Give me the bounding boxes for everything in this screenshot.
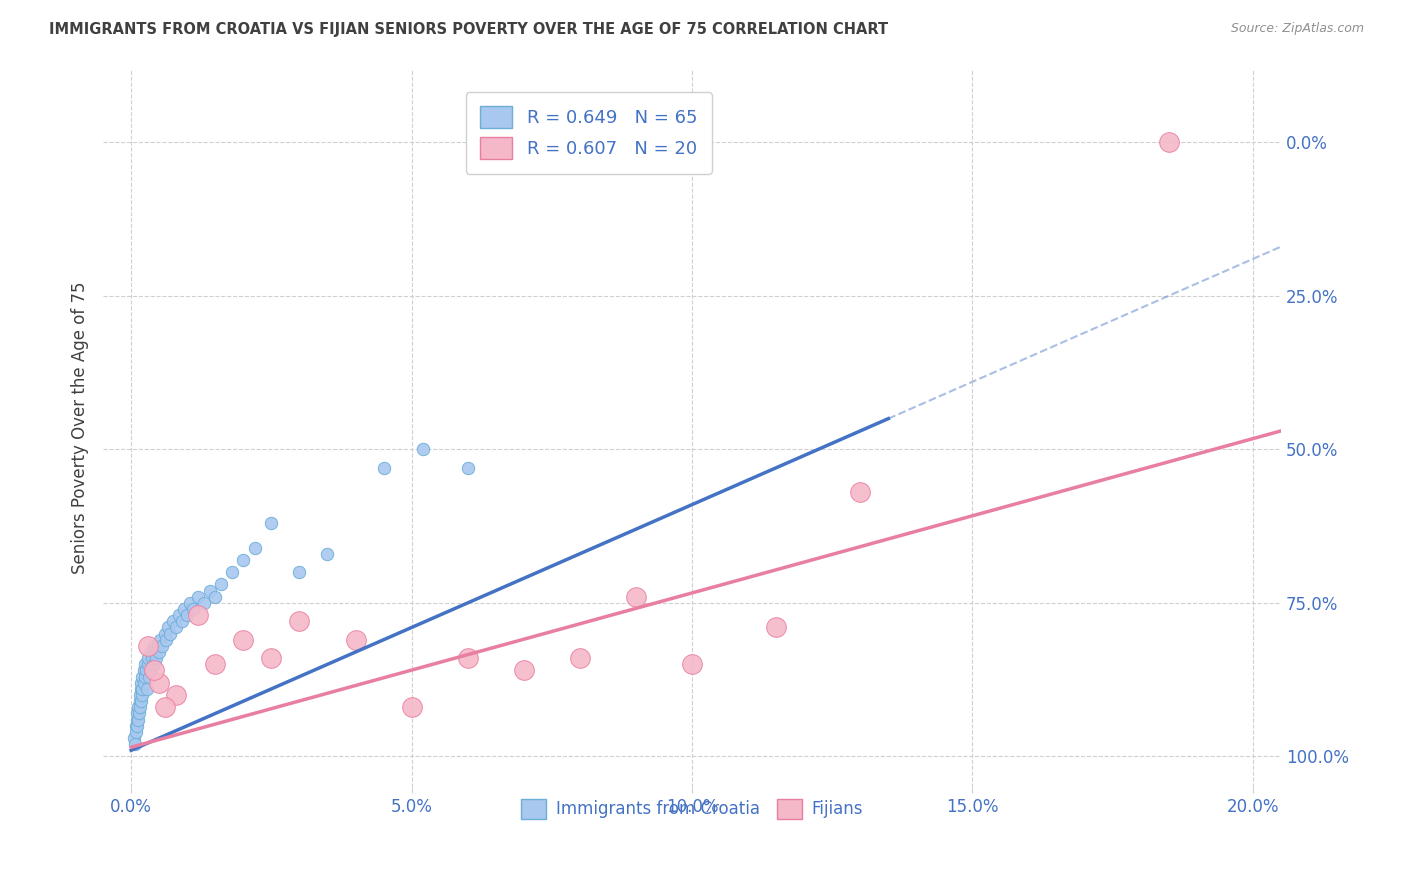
Point [128,688,150,702]
Point [373,460,395,475]
Point [412,442,434,457]
Text: IMMIGRANTS FROM CROATIA VS FIJIAN SENIORS POVERTY OVER THE AGE OF 75 CORRELATION: IMMIGRANTS FROM CROATIA VS FIJIAN SENIOR… [49,22,889,37]
Point [187,608,209,623]
Text: Source: ZipAtlas.com: Source: ZipAtlas.com [1230,22,1364,36]
Point [122,731,145,745]
Point [181,602,204,616]
Point [136,651,159,665]
Point [131,670,153,684]
Point [148,645,170,659]
Point [136,639,159,653]
Point [132,675,155,690]
Point [139,664,162,678]
Point [127,713,149,727]
Point [153,626,176,640]
Point [148,675,170,690]
Point [765,620,787,634]
Point [125,713,148,727]
Point [129,694,152,708]
Point [134,657,156,672]
Point [132,664,155,678]
Point [138,670,160,684]
Point [155,632,177,647]
Point [513,664,536,678]
Point [849,485,872,500]
Point [681,657,703,672]
Point [209,577,232,591]
Point [153,700,176,714]
Point [401,700,423,714]
Point [173,602,195,616]
Point [129,681,152,696]
Point [179,596,201,610]
Point [221,565,243,579]
Point [167,608,190,623]
Point [288,615,311,629]
Point [170,615,193,629]
Point [131,681,153,696]
Point [165,688,187,702]
Point [193,596,215,610]
Point [142,657,165,672]
Point [135,664,157,678]
Point [135,681,157,696]
Point [129,675,152,690]
Point [141,651,163,665]
Point [142,639,165,653]
Point [139,645,162,659]
Point [204,657,226,672]
Point [125,706,148,721]
Point [125,725,148,739]
Point [127,719,149,733]
Point [124,719,146,733]
Point [568,651,591,665]
Point [187,590,209,604]
Point [1157,135,1180,149]
Y-axis label: Seniors Poverty Over the Age of 75: Seniors Poverty Over the Age of 75 [72,282,89,574]
Point [124,737,146,751]
Point [232,553,254,567]
Point [127,700,149,714]
Legend: Immigrants from Croatia, Fijians: Immigrants from Croatia, Fijians [515,792,870,826]
Point [162,615,184,629]
Point [128,694,150,708]
Point [243,541,266,555]
Point [204,590,226,604]
Point [344,632,367,647]
Point [128,706,150,721]
Point [145,651,167,665]
Point [143,645,166,659]
Point [149,632,172,647]
Point [142,664,165,678]
Point [260,651,283,665]
Point [150,639,173,653]
Point [457,460,479,475]
Point [198,583,221,598]
Point [165,620,187,634]
Point [316,547,339,561]
Point [624,590,647,604]
Point [136,657,159,672]
Point [146,639,169,653]
Point [129,700,152,714]
Point [457,651,479,665]
Point [159,626,181,640]
Point [131,688,153,702]
Point [260,516,283,530]
Point [176,608,198,623]
Point [288,565,311,579]
Point [134,670,156,684]
Point [232,632,254,647]
Point [156,620,179,634]
